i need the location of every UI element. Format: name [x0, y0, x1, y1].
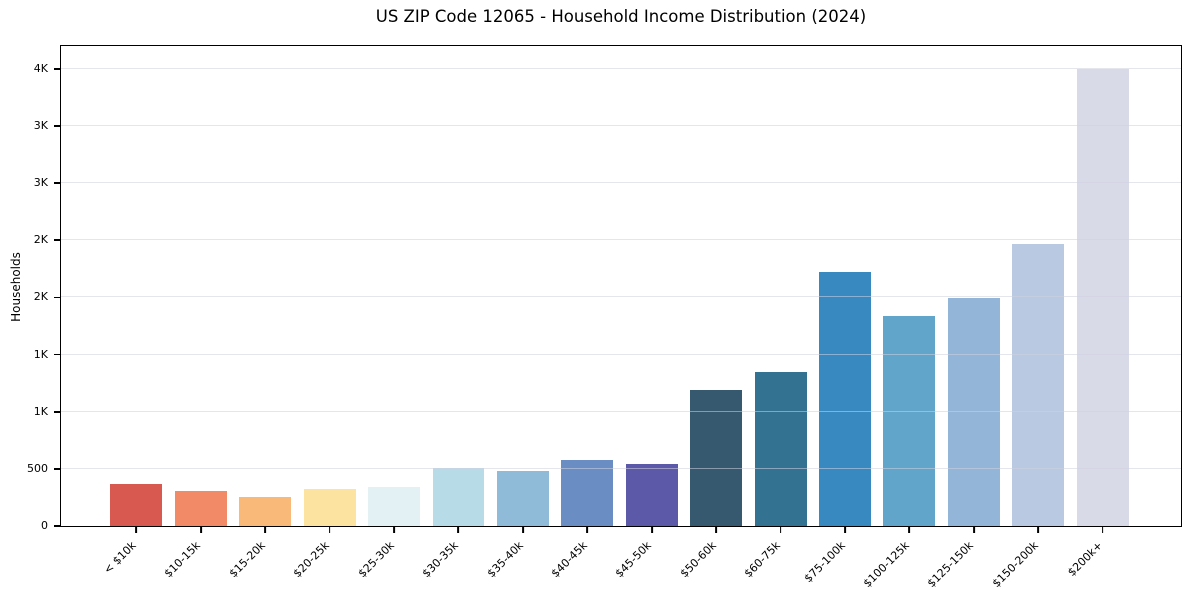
x-tick-label: $40-45k: [548, 538, 590, 581]
bar-$125-150k: [947, 297, 1000, 526]
x-tick-label: $30-35k: [419, 538, 462, 581]
y-tick-mark: [54, 296, 61, 299]
x-tick-mark: [844, 526, 846, 533]
x-tick-mark: [650, 526, 653, 533]
x-tick-label: $150-200k: [989, 538, 1041, 590]
x-tick-mark: [457, 526, 460, 533]
y-tick-label: 3K: [33, 176, 48, 190]
y-axis-tick: 0: [41, 519, 61, 533]
y-tick-label: 500: [27, 461, 48, 475]
x-tick-label: $45-50k: [613, 538, 655, 581]
x-tick-label: $200k+: [1065, 538, 1106, 579]
x-tick-mark: [1037, 526, 1040, 533]
y-axis-tick: 1K: [34, 405, 61, 419]
x-tick-label: $50-60k: [677, 538, 719, 581]
x-tick-mark: [393, 526, 395, 533]
x-tick-mark: [715, 526, 718, 533]
y-axis-tick: 3K: [34, 176, 61, 190]
y-axis-tick: 2K: [34, 290, 61, 304]
x-tick-label: $60-75k: [741, 538, 784, 581]
bar-$45-50k: [625, 463, 678, 526]
x-tick-label: $125-150k: [925, 538, 977, 590]
y-tick-label: 4K: [33, 61, 48, 75]
y-tick-mark: [54, 525, 61, 527]
y-tick-label: 2K: [33, 290, 48, 304]
y-tick-mark: [54, 467, 61, 470]
x-tick-label: $35-40k: [484, 538, 526, 581]
bar-$25-30k: [368, 487, 420, 526]
x-tick-label: $75-100k: [801, 538, 848, 586]
x-tick-mark: [972, 526, 975, 533]
y-axis-tick: 1K: [34, 348, 61, 362]
bar-$35-40k: [496, 470, 549, 526]
x-tick-mark: [779, 526, 782, 533]
y-tick-mark: [54, 239, 61, 242]
x-tick-label: $25-30k: [355, 538, 397, 581]
x-tick-mark: [328, 526, 331, 533]
x-tick-mark: [135, 526, 138, 533]
x-tick-mark: [586, 526, 589, 533]
gridline-y3500: [61, 125, 1181, 126]
y-axis-tick: 2K: [34, 233, 61, 247]
y-tick-label: 1K: [33, 347, 48, 361]
y-tick-mark: [54, 182, 61, 185]
y-tick-mark: [54, 67, 61, 70]
bar-$10-15k: [174, 490, 227, 526]
bar-$75-100k: [819, 272, 871, 526]
bar-$15-20k: [239, 497, 292, 526]
x-tick-label: $20-25k: [290, 538, 333, 581]
x-tick-mark: [199, 526, 202, 533]
x-tick-label: $100-125k: [860, 538, 912, 590]
bar-$50-60k: [690, 389, 743, 526]
chart-title: US ZIP Code 12065 - Household Income Dis…: [375, 7, 867, 26]
x-tick-label: $15-20k: [226, 538, 268, 581]
gridline-y3000: [61, 182, 1181, 184]
x-tick-label: $10-15k: [162, 538, 204, 581]
y-tick-label: 0: [41, 519, 48, 532]
y-axis-tick: 3K: [34, 119, 61, 133]
x-tick-mark: [521, 526, 524, 533]
y-tick-label: 2K: [33, 233, 48, 247]
bar-$200k+: [1076, 69, 1129, 526]
gridline-y2500: [61, 239, 1181, 241]
bar-$100-125k: [883, 315, 936, 526]
bar-$150-200k: [1012, 244, 1065, 526]
bar-$60-75k: [754, 371, 807, 526]
y-tick-mark: [54, 410, 61, 413]
x-tick-label: < $10k: [101, 538, 139, 577]
plot-area: 0 500 1K 1K 2K 2K 3K 3K 4K < $10k $10-15k $15-20k $2…: [27, 45, 1182, 590]
bar-< $10k: [110, 483, 163, 526]
bar-$40-45k: [561, 460, 614, 526]
gridline-y4000: [61, 67, 1181, 69]
y-axis-label: Households: [9, 252, 23, 322]
y-axis-tick: 500: [27, 462, 61, 476]
y-axis-tick: 4K: [34, 62, 61, 76]
x-tick-mark: [1101, 526, 1104, 533]
y-tick-mark: [54, 125, 61, 127]
y-tick-label: 1K: [33, 404, 48, 418]
x-tick-mark: [264, 526, 267, 533]
bar-$30-35k: [432, 467, 485, 526]
x-tick-mark: [908, 526, 911, 533]
y-tick-label: 3K: [33, 119, 48, 132]
bar-$20-25k: [303, 488, 356, 526]
y-tick-mark: [54, 353, 61, 356]
